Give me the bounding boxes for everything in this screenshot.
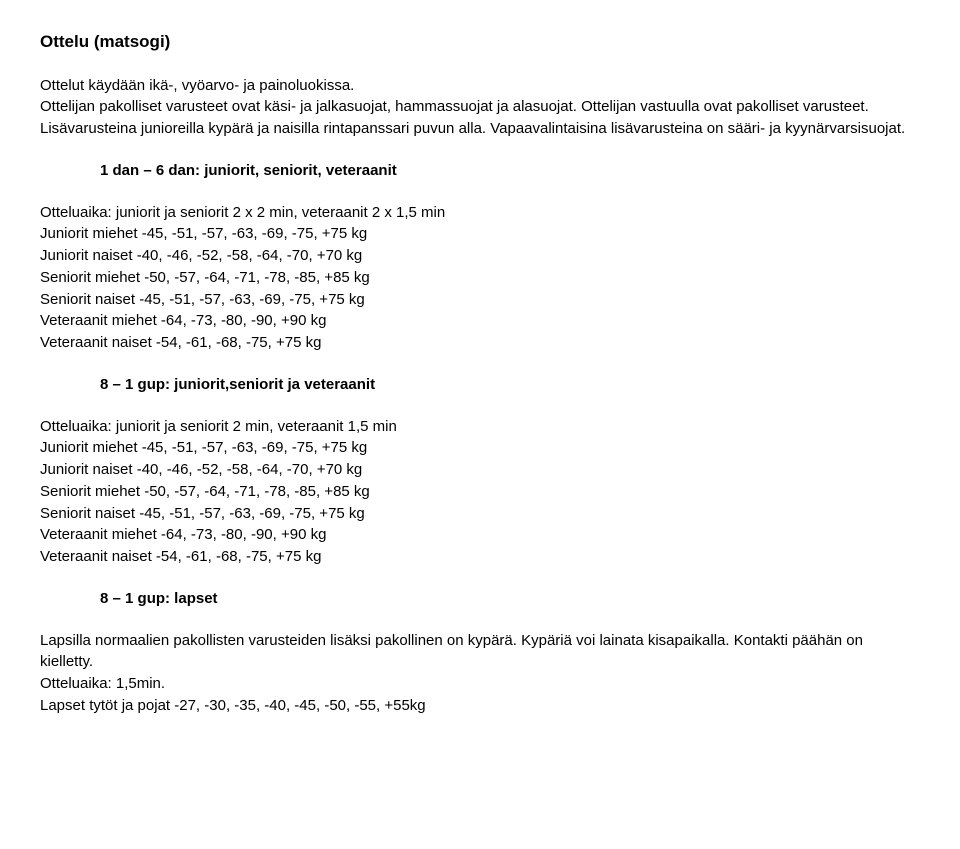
section3-block: Lapsilla normaalien pakollisten varustei… [40,630,920,717]
section1-line: Veteraanit miehet -64, -73, -80, -90, +9… [40,310,920,332]
section1-line: Juniorit miehet -45, -51, -57, -63, -69,… [40,223,920,245]
section2-line: Juniorit miehet -45, -51, -57, -63, -69,… [40,437,920,459]
section1-heading: 1 dan – 6 dan: juniorit, seniorit, veter… [100,160,920,182]
section1-line: Seniorit naiset -45, -51, -57, -63, -69,… [40,289,920,311]
section3-line: Lapset tytöt ja pojat -27, -30, -35, -40… [40,695,920,717]
section1-line: Otteluaika: juniorit ja seniorit 2 x 2 m… [40,202,920,224]
section3-line: Lapsilla normaalien pakollisten varustei… [40,630,920,674]
section2-line: Veteraanit miehet -64, -73, -80, -90, +9… [40,524,920,546]
section2-line: Seniorit naiset -45, -51, -57, -63, -69,… [40,503,920,525]
intro-paragraph: Ottelut käydään ikä-, vyöarvo- ja painol… [40,75,920,140]
section2-line: Seniorit miehet -50, -57, -64, -71, -78,… [40,481,920,503]
section1-line: Juniorit naiset -40, -46, -52, -58, -64,… [40,245,920,267]
section2-line: Otteluaika: juniorit ja seniorit 2 min, … [40,416,920,438]
section1-line: Seniorit miehet -50, -57, -64, -71, -78,… [40,267,920,289]
page-title: Ottelu (matsogi) [40,30,920,55]
section2-block: Otteluaika: juniorit ja seniorit 2 min, … [40,416,920,568]
section3-line: Otteluaika: 1,5min. [40,673,920,695]
section2-line: Juniorit naiset -40, -46, -52, -58, -64,… [40,459,920,481]
section1-block: Otteluaika: juniorit ja seniorit 2 x 2 m… [40,202,920,354]
section1-line: Veteraanit naiset -54, -61, -68, -75, +7… [40,332,920,354]
section3-heading: 8 – 1 gup: lapset [100,588,920,610]
section2-heading: 8 – 1 gup: juniorit,seniorit ja veteraan… [100,374,920,396]
section2-line: Veteraanit naiset -54, -61, -68, -75, +7… [40,546,920,568]
